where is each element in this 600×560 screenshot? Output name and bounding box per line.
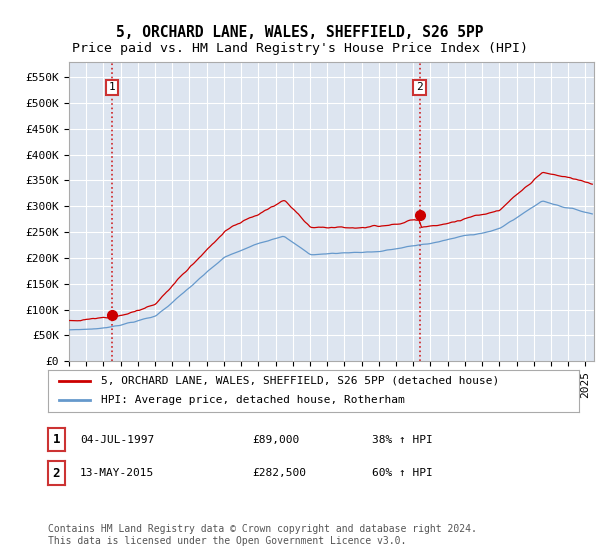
Text: 5, ORCHARD LANE, WALES, SHEFFIELD, S26 5PP: 5, ORCHARD LANE, WALES, SHEFFIELD, S26 5…	[116, 25, 484, 40]
Text: 2: 2	[416, 82, 423, 92]
Text: HPI: Average price, detached house, Rotherham: HPI: Average price, detached house, Roth…	[101, 395, 405, 405]
Text: 04-JUL-1997: 04-JUL-1997	[80, 435, 154, 445]
Text: £89,000: £89,000	[252, 435, 299, 445]
Text: £282,500: £282,500	[252, 468, 306, 478]
Text: Contains HM Land Registry data © Crown copyright and database right 2024.
This d: Contains HM Land Registry data © Crown c…	[48, 524, 477, 546]
Text: 60% ↑ HPI: 60% ↑ HPI	[372, 468, 433, 478]
Text: 1: 1	[53, 433, 60, 446]
Text: 5, ORCHARD LANE, WALES, SHEFFIELD, S26 5PP (detached house): 5, ORCHARD LANE, WALES, SHEFFIELD, S26 5…	[101, 376, 499, 386]
Text: Price paid vs. HM Land Registry's House Price Index (HPI): Price paid vs. HM Land Registry's House …	[72, 42, 528, 55]
Text: 38% ↑ HPI: 38% ↑ HPI	[372, 435, 433, 445]
Text: 2: 2	[53, 466, 60, 480]
Text: 1: 1	[109, 82, 115, 92]
Text: 13-MAY-2015: 13-MAY-2015	[80, 468, 154, 478]
